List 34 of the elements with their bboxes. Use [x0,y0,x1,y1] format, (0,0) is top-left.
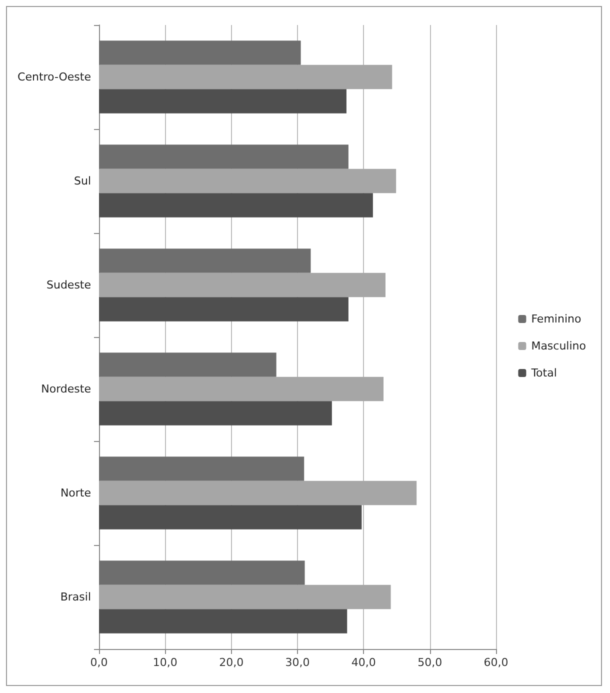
bar [99,248,311,273]
legend-label: Masculino [531,340,586,352]
bar [99,64,392,90]
y-tick-label: Sudeste [46,278,92,292]
legend-label: Feminino [531,312,582,326]
bar [99,40,301,65]
bar [99,352,276,377]
bar [99,272,386,298]
bar [99,297,348,322]
x-tick-label: 0,0 [90,656,108,669]
y-tick-label: Sul [74,174,91,188]
bar [99,560,305,585]
bar [99,401,332,426]
x-tick-label: 60,0 [484,656,508,669]
x-tick-label: 50,0 [418,656,442,669]
bar [99,193,373,218]
x-tick-label: 30,0 [285,656,310,669]
bar [99,89,346,114]
bar [99,456,304,481]
bar [99,609,348,634]
y-tick-label: Brasil [60,590,91,604]
y-tick-label: Norte [60,486,92,500]
bar [99,376,384,402]
bar [99,505,362,530]
bar [99,168,396,194]
x-tick-label: 20,0 [219,656,244,669]
y-tick-label: Centro-Oeste [18,70,92,84]
legend-label: Total [530,366,557,380]
bar [99,144,348,169]
y-tick-label: Nordeste [41,382,92,396]
x-tick-label: 10,0 [152,656,178,669]
x-tick-label: 40,0 [351,656,376,669]
bar [99,584,391,610]
bar [99,480,417,506]
